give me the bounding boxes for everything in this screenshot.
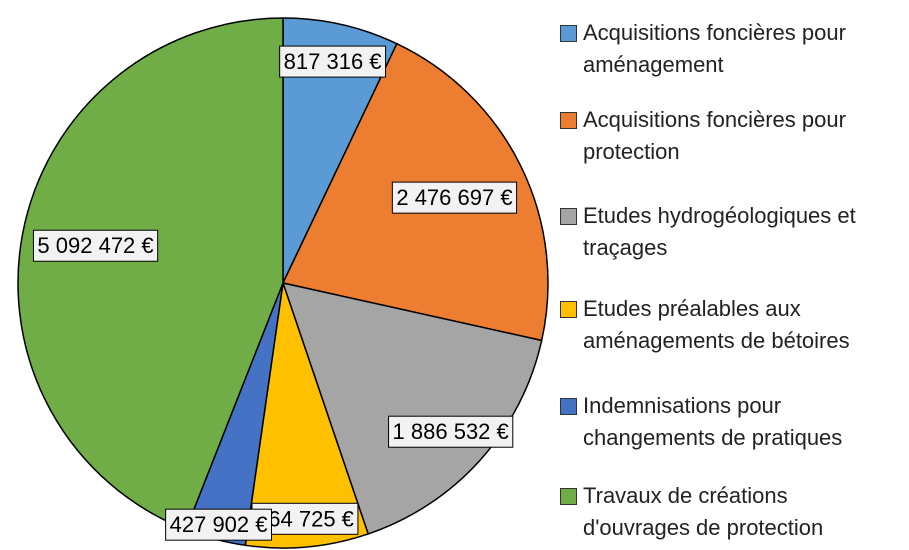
legend-item: Acquisitions foncières pour protection	[560, 104, 900, 168]
legend-swatch	[560, 112, 577, 129]
data-label: 2 476 697 €	[391, 181, 518, 214]
legend-swatch	[560, 398, 577, 415]
legend-item: Acquisitions foncières pour aménagement	[560, 17, 900, 81]
legend-swatch	[560, 301, 577, 318]
legend-label: Acquisitions foncières pour protection	[583, 107, 846, 164]
data-label: 5 092 472 €	[32, 229, 159, 262]
legend-label: Travaux de créations d'ouvrages de prote…	[583, 483, 824, 540]
legend-item: Etudes hydrogéologiques et traçages	[560, 200, 900, 264]
legend-swatch	[560, 488, 577, 505]
data-label-box	[279, 45, 387, 78]
legend-item: Etudes préalables aux aménagements de bé…	[560, 293, 900, 357]
data-label-text: 427 902 €	[170, 512, 268, 537]
pie-slice	[281, 281, 543, 535]
data-label-box	[165, 508, 273, 541]
data-label: 427 902 €	[165, 508, 273, 541]
data-label-text: 5 092 472 €	[37, 233, 153, 258]
pie-slice	[282, 17, 398, 284]
data-label-text: 817 316 €	[284, 49, 382, 74]
data-label-box	[391, 181, 518, 214]
data-label: 1 886 532 €	[388, 415, 514, 448]
pie-slice	[17, 17, 284, 531]
legend-swatch	[560, 208, 577, 225]
data-label-text: 864 725 €	[256, 506, 354, 531]
data-label-text: 1 886 532 €	[393, 419, 509, 444]
legend-item: Travaux de créations d'ouvrages de prote…	[560, 480, 900, 544]
data-label-box	[32, 229, 159, 262]
legend-label: Indemnisations pour changements de prati…	[583, 393, 843, 450]
pie-slice	[244, 282, 370, 549]
legend-label: Acquisitions foncières pour aménagement	[583, 20, 846, 77]
data-label: 817 316 €	[279, 45, 387, 78]
legend-item: Indemnisations pour changements de prati…	[560, 390, 900, 454]
legend-label: Etudes préalables aux aménagements de bé…	[583, 296, 850, 353]
legend-label: Etudes hydrogéologiques et traçages	[583, 203, 856, 260]
legend-swatch	[560, 25, 577, 42]
data-label-text: 2 476 697 €	[396, 185, 512, 210]
data-label-box	[388, 415, 514, 448]
